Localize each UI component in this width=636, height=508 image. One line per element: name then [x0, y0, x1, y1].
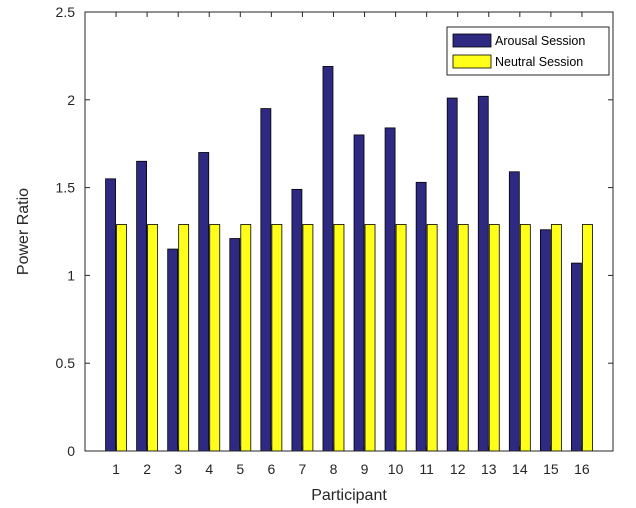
- arousal-bar-2: [136, 160, 148, 452]
- x-tick-label: 6: [267, 461, 275, 477]
- neutral-bar-3: [178, 224, 190, 452]
- arousal-bar-9: [353, 134, 365, 452]
- arousal-bar-16: [571, 262, 582, 452]
- neutral-bar-1: [116, 224, 127, 452]
- legend-swatch: [452, 33, 492, 48]
- x-axis-label: Participant: [311, 487, 387, 504]
- x-tick-label: 5: [236, 461, 244, 477]
- arousal-bar-5: [229, 238, 241, 452]
- x-tick-label: 13: [481, 461, 497, 477]
- arousal-bar-13: [477, 95, 489, 452]
- x-tick-label: 11: [419, 461, 434, 477]
- arousal-bar-4: [198, 152, 210, 452]
- arousal-bar-10: [384, 127, 396, 452]
- x-tick-label: 12: [450, 461, 466, 477]
- x-tick-label: 4: [205, 461, 213, 477]
- neutral-bar-4: [209, 224, 221, 452]
- neutral-bar-13: [488, 224, 500, 452]
- neutral-bar-15: [550, 224, 562, 452]
- neutral-bar-11: [426, 224, 438, 452]
- x-axis: 1 2 3 4 5 6 7 8 9 10 11 12 13 14 15 16: [112, 12, 590, 477]
- arousal-bar-15: [539, 229, 551, 452]
- y-tick-label: 0: [67, 443, 75, 459]
- neutral-bar-7: [302, 224, 314, 452]
- neutral-bar-6: [271, 224, 283, 452]
- arousal-bar-14: [508, 171, 520, 452]
- y-tick-label: 2.5: [56, 4, 76, 20]
- x-tick-label: 7: [299, 461, 307, 477]
- neutral-bar-2: [147, 224, 159, 452]
- neutral-bar-5: [240, 224, 252, 452]
- arousal-bar-3: [167, 248, 179, 452]
- legend-label: Arousal Session: [495, 34, 585, 48]
- neutral-bar-8: [333, 224, 345, 452]
- x-tick-label: 1: [112, 461, 120, 477]
- arousal-bar-12: [446, 97, 458, 452]
- arousal-bar-7: [291, 188, 303, 452]
- x-tick-label: 10: [388, 461, 404, 477]
- x-tick-label: 9: [361, 461, 369, 477]
- plot-area-frame: [84, 11, 614, 452]
- y-axis-label: Power Ratio: [15, 188, 32, 275]
- legend: Arousal Session Neutral Session: [446, 26, 610, 76]
- x-tick-label: 3: [174, 461, 182, 477]
- arousal-bar-11: [415, 181, 427, 452]
- y-axis: 0 0.5 1 1.5 2 2.5: [56, 4, 613, 459]
- x-tick-label: 14: [512, 461, 528, 477]
- legend-swatch: [452, 54, 492, 69]
- bars-layer: [105, 66, 593, 452]
- x-tick-label: 8: [330, 461, 338, 477]
- x-tick-label: 2: [143, 461, 151, 477]
- x-tick-label: 15: [543, 461, 559, 477]
- y-tick-label: 2: [67, 92, 75, 108]
- y-tick-label: 1: [67, 267, 75, 283]
- arousal-bar-1: [105, 178, 116, 452]
- neutral-bar-16: [582, 224, 593, 452]
- x-tick-label: 16: [574, 461, 590, 477]
- neutral-bar-9: [364, 224, 376, 452]
- arousal-bar-6: [260, 108, 272, 452]
- neutral-bar-14: [519, 224, 531, 452]
- arousal-bar-8: [322, 66, 334, 452]
- y-tick-label: 1.5: [56, 180, 76, 196]
- neutral-bar-10: [395, 224, 407, 452]
- neutral-bar-12: [457, 224, 469, 452]
- legend-label: Neutral Session: [495, 55, 583, 69]
- y-tick-label: 0.5: [56, 355, 76, 371]
